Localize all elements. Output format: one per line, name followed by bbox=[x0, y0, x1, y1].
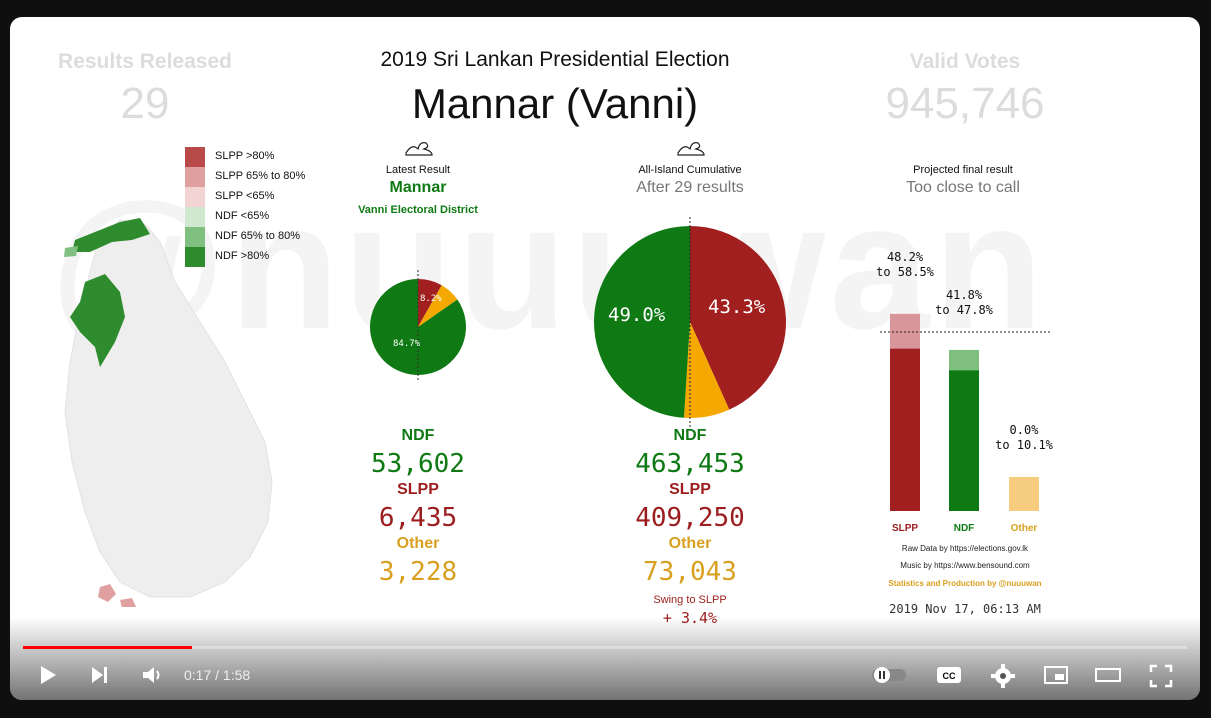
cumulative-caption: All-Island Cumulative bbox=[638, 164, 742, 176]
cumulative-subcaption: After 29 results bbox=[636, 179, 744, 196]
volume-icon[interactable] bbox=[140, 663, 166, 687]
cumulative-pie-slices bbox=[593, 226, 786, 418]
results-released-value: 29 bbox=[120, 79, 170, 128]
legend-label: SLPP >80% bbox=[215, 150, 275, 162]
pie-slice-other bbox=[418, 285, 458, 327]
latest-other-label: Other bbox=[396, 535, 440, 552]
latest-other-votes: 3,228 bbox=[378, 557, 458, 587]
controls-gradient bbox=[10, 617, 1200, 700]
legend-swatch bbox=[185, 207, 205, 227]
video-title: 2019 Sri Lankan Presidential Election bbox=[380, 48, 730, 71]
latest-name: Mannar bbox=[389, 179, 447, 196]
play-icon[interactable] bbox=[36, 663, 60, 687]
latest-slpp-label: SLPP bbox=[397, 481, 439, 498]
southern-region-2 bbox=[120, 598, 136, 607]
swing-label: Swing to SLPP bbox=[653, 594, 727, 606]
credit-stats: Statistics and Production by @nuuuwan bbox=[888, 579, 1042, 588]
bar-ndf-min bbox=[949, 370, 979, 511]
pie-slice-slpp bbox=[690, 226, 786, 410]
bar-slpp-min bbox=[890, 348, 920, 511]
time-display: 0:17 / 1:58 bbox=[184, 667, 251, 683]
watermark-text: @nuuuwan bbox=[50, 167, 1048, 367]
bar-label-ndf: NDF bbox=[954, 523, 975, 534]
other-range-2: to 10.1% bbox=[995, 438, 1054, 452]
fullscreen-icon[interactable] bbox=[1148, 663, 1174, 689]
bar-ndf-range bbox=[949, 349, 979, 371]
cumulative-ndf-label: NDF bbox=[673, 427, 707, 444]
video-player[interactable]: @nuuuwan Results Released 29 Valid Votes… bbox=[10, 17, 1200, 700]
slpp-range-1: 48.2% bbox=[887, 250, 924, 264]
captions-icon[interactable]: CC bbox=[935, 663, 963, 687]
cumulative-other-label: Other bbox=[668, 535, 712, 552]
legend-label: NDF >80% bbox=[215, 250, 270, 262]
legend-swatch bbox=[185, 147, 205, 167]
district-heading: Mannar (Vanni) bbox=[411, 80, 699, 127]
ndf-range-1: 41.8% bbox=[946, 288, 983, 302]
pie-label-ndf: 84.7% bbox=[393, 339, 421, 349]
cumulative-slpp-votes: 409,250 bbox=[635, 503, 745, 533]
legend-label: NDF <65% bbox=[215, 210, 270, 222]
ndf-range-2: to 47.8% bbox=[935, 303, 994, 317]
jaffna-peninsula bbox=[72, 218, 150, 252]
next-icon[interactable] bbox=[88, 663, 112, 687]
swan-icon bbox=[677, 142, 705, 156]
pie-label-ndf: 49.0% bbox=[608, 304, 666, 326]
cumulative-ndf-votes: 463,453 bbox=[635, 449, 745, 479]
bar-other-range bbox=[1009, 476, 1039, 511]
projection-caption: Projected final result bbox=[913, 164, 1013, 176]
svg-text:CC: CC bbox=[943, 671, 956, 681]
pie-slice-other bbox=[683, 322, 730, 418]
bar-label-other: Other bbox=[1011, 523, 1038, 534]
latest-ndf-votes: 53,602 bbox=[371, 449, 465, 479]
projection-status: Too close to call bbox=[906, 179, 1020, 196]
legend-swatch bbox=[185, 187, 205, 207]
pie-slice-ndf bbox=[593, 226, 690, 418]
other-range-1: 0.0% bbox=[1010, 423, 1040, 437]
swan-icon bbox=[405, 142, 433, 156]
cumulative-slpp-label: SLPP bbox=[669, 481, 711, 498]
vanni-region bbox=[70, 274, 125, 367]
bar-label-slpp: SLPP bbox=[892, 523, 918, 534]
credit-music: Music by https://www.bensound.com bbox=[900, 561, 1030, 570]
pie-label-slpp: 43.3% bbox=[708, 296, 766, 318]
legend-label: NDF 65% to 80% bbox=[215, 230, 300, 242]
sri-lanka-map bbox=[64, 218, 273, 607]
progress-bar[interactable] bbox=[23, 646, 1187, 649]
latest-caption: Latest Result bbox=[385, 164, 451, 176]
settings-gear-icon[interactable] bbox=[990, 663, 1016, 689]
pie-slice-slpp bbox=[418, 279, 442, 327]
jaffna-islands bbox=[64, 246, 78, 257]
bar-slpp-range bbox=[890, 313, 920, 349]
latest-pie-chart: 8.2% 84.7% bbox=[370, 270, 466, 380]
autoplay-toggle-icon[interactable] bbox=[870, 665, 910, 685]
pie-label-slpp: 8.2% bbox=[420, 294, 442, 304]
results-released-label: Results Released bbox=[58, 50, 232, 73]
legend-swatch bbox=[185, 247, 205, 267]
latest-slpp-votes: 6,435 bbox=[378, 503, 458, 533]
theater-mode-icon[interactable] bbox=[1094, 663, 1122, 687]
slpp-range-2: to 58.5% bbox=[876, 265, 935, 279]
cumulative-pie-chart: 49.0% 43.3% bbox=[593, 217, 786, 427]
cumulative-other-votes: 73,043 bbox=[643, 557, 737, 587]
miniplayer-icon[interactable] bbox=[1042, 663, 1070, 687]
credit-raw-data: Raw Data by https://elections.gov.lk bbox=[901, 544, 1029, 553]
island-shape bbox=[64, 219, 273, 598]
valid-votes-label: Valid Votes bbox=[909, 50, 1021, 73]
projection-bar-chart: 48.2% to 58.5% 41.8% to 47.8% 0.0% to 10… bbox=[876, 250, 1054, 534]
legend-label: SLPP 65% to 80% bbox=[215, 170, 306, 182]
legend-swatch bbox=[185, 227, 205, 247]
timestamp: 2019 Nov 17, 06:13 AM bbox=[889, 602, 1041, 616]
latest-ndf-label: NDF bbox=[401, 427, 435, 444]
valid-votes-value: 945,746 bbox=[885, 79, 1045, 128]
progress-bar-fill bbox=[23, 646, 192, 649]
southern-region bbox=[98, 584, 116, 602]
legend-swatch bbox=[185, 167, 205, 187]
latest-district: Vanni Electoral District bbox=[358, 204, 478, 216]
legend-label: SLPP <65% bbox=[215, 190, 275, 202]
projection-bars bbox=[890, 313, 1039, 511]
